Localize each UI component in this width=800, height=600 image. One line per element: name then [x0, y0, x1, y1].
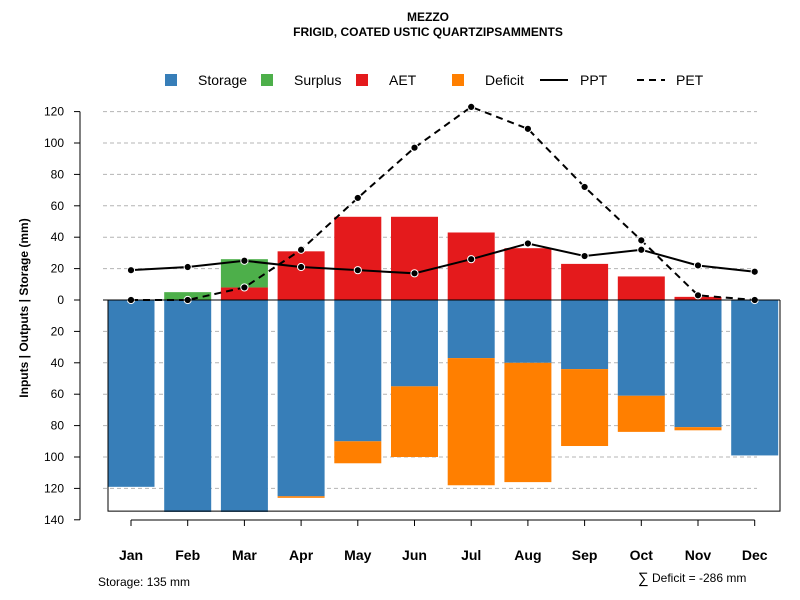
ppt-point — [183, 262, 192, 272]
ppt-point — [693, 261, 703, 270]
ppt-point — [126, 266, 136, 275]
gridlines — [103, 111, 757, 489]
storage-bar — [107, 300, 155, 487]
pet-point — [523, 124, 533, 133]
deficit-bar — [277, 496, 325, 498]
aet-bar — [391, 216, 438, 300]
y-tick-label: 80 — [51, 167, 65, 181]
pet-point — [297, 245, 306, 254]
deficit-bar — [561, 369, 609, 447]
axes: 120 100 80 60 40 20 0 20 40 60 80 100 120 140 Jan Feb Ma… — [44, 105, 781, 563]
x-tick-label: May — [344, 547, 371, 563]
storage-bar — [504, 300, 552, 363]
storage-bar — [164, 300, 212, 512]
legend-label-ppt: PPT — [580, 72, 608, 88]
x-tick-label: Jan — [119, 547, 143, 563]
deficit-bar — [334, 441, 382, 464]
storage-bar — [334, 300, 382, 442]
pet-point — [240, 283, 249, 292]
aet-bar — [504, 248, 552, 300]
legend: Storage Surplus AET Deficit PPT PET — [165, 72, 704, 88]
pet-point — [467, 102, 476, 111]
y-tick-label: 120 — [44, 105, 64, 119]
y-tick-label: 140 — [44, 513, 64, 527]
deficit-bar — [674, 427, 722, 431]
y-tick-label: 40 — [51, 356, 65, 370]
ppt-point — [353, 266, 362, 275]
footer-storage: Storage: 135 mm — [98, 575, 190, 589]
aet-bar — [617, 276, 665, 300]
legend-label-aet: AET — [389, 72, 417, 88]
storage-bar — [561, 300, 609, 370]
legend-swatch-aet — [356, 74, 368, 86]
chart-subtitle: FRIGID, COATED USTIC QUARTZIPSAMMENTS — [293, 25, 563, 39]
y-tick-label: 120 — [44, 481, 64, 495]
ppt-line — [130, 242, 755, 275]
y-tick-label: 20 — [51, 262, 65, 276]
storage-bar — [391, 300, 438, 387]
ppt-point — [580, 251, 589, 261]
x-tick-label: Oct — [630, 547, 654, 563]
aet-bar — [561, 263, 609, 300]
pet-point — [410, 143, 419, 152]
deficit-bar — [391, 386, 438, 457]
bars — [107, 216, 779, 512]
storage-bar — [617, 300, 665, 396]
pet-line — [131, 105, 755, 301]
x-tick-label: Jul — [461, 547, 481, 563]
x-tick-label: Nov — [685, 547, 712, 563]
legend-swatch-surplus — [261, 74, 273, 86]
ppt-point — [240, 256, 249, 265]
storage-bar — [731, 300, 779, 456]
pet-point — [580, 182, 589, 192]
storage-bar — [447, 300, 495, 359]
ppt-point — [467, 255, 476, 264]
storage-bar — [674, 300, 722, 428]
legend-label-pet: PET — [676, 72, 704, 88]
legend-swatch-deficit — [452, 74, 464, 86]
legend-swatch-storage — [165, 74, 177, 86]
ppt-point — [297, 262, 306, 272]
x-tick-label: Apr — [289, 547, 314, 563]
y-tick-label: 40 — [51, 230, 65, 244]
legend-label-storage: Storage — [198, 72, 247, 88]
pet-point — [637, 236, 646, 245]
x-tick-label: Aug — [514, 547, 541, 563]
footer-deficit: Deficit = -286 mm — [652, 571, 746, 585]
ppt-point — [637, 245, 646, 254]
y-tick-label: 100 — [44, 136, 64, 150]
plot-frame — [107, 300, 781, 512]
series-lines — [126, 102, 759, 305]
deficit-bar — [617, 395, 665, 432]
ppt-point — [523, 239, 533, 248]
chart-title: MEZZO — [407, 10, 449, 24]
y-tick-label: 100 — [44, 450, 64, 464]
y-tick-label: 20 — [51, 324, 65, 338]
y-tick-label: 60 — [51, 199, 65, 213]
aet-bar — [447, 232, 495, 300]
x-tick-label: Feb — [175, 547, 200, 563]
y-tick-label: 60 — [51, 387, 65, 401]
x-tick-label: Sep — [572, 547, 598, 563]
y-tick-label: 80 — [51, 419, 65, 433]
pet-point — [693, 291, 703, 300]
storage-bar — [277, 300, 325, 497]
deficit-bar — [447, 358, 495, 486]
sum-icon: ∑ — [638, 570, 649, 587]
storage-bar — [220, 300, 268, 512]
ppt-point — [410, 269, 419, 278]
aet-bar — [334, 216, 382, 300]
x-tick-label: Dec — [742, 547, 768, 563]
legend-label-deficit: Deficit — [485, 72, 524, 88]
legend-label-surplus: Surplus — [294, 72, 341, 88]
aet-bar — [277, 251, 325, 300]
x-tick-label: Mar — [232, 547, 257, 563]
deficit-bar — [504, 362, 552, 483]
x-tick-label: Jun — [402, 547, 427, 563]
y-axis-label: Inputs | Outputs | Storage (mm) — [17, 218, 31, 397]
ppt-point — [750, 267, 759, 276]
y-tick-label: 0 — [57, 293, 64, 307]
pet-point — [353, 193, 362, 203]
